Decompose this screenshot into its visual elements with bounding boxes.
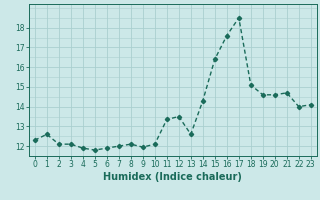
X-axis label: Humidex (Indice chaleur): Humidex (Indice chaleur) (103, 172, 242, 182)
